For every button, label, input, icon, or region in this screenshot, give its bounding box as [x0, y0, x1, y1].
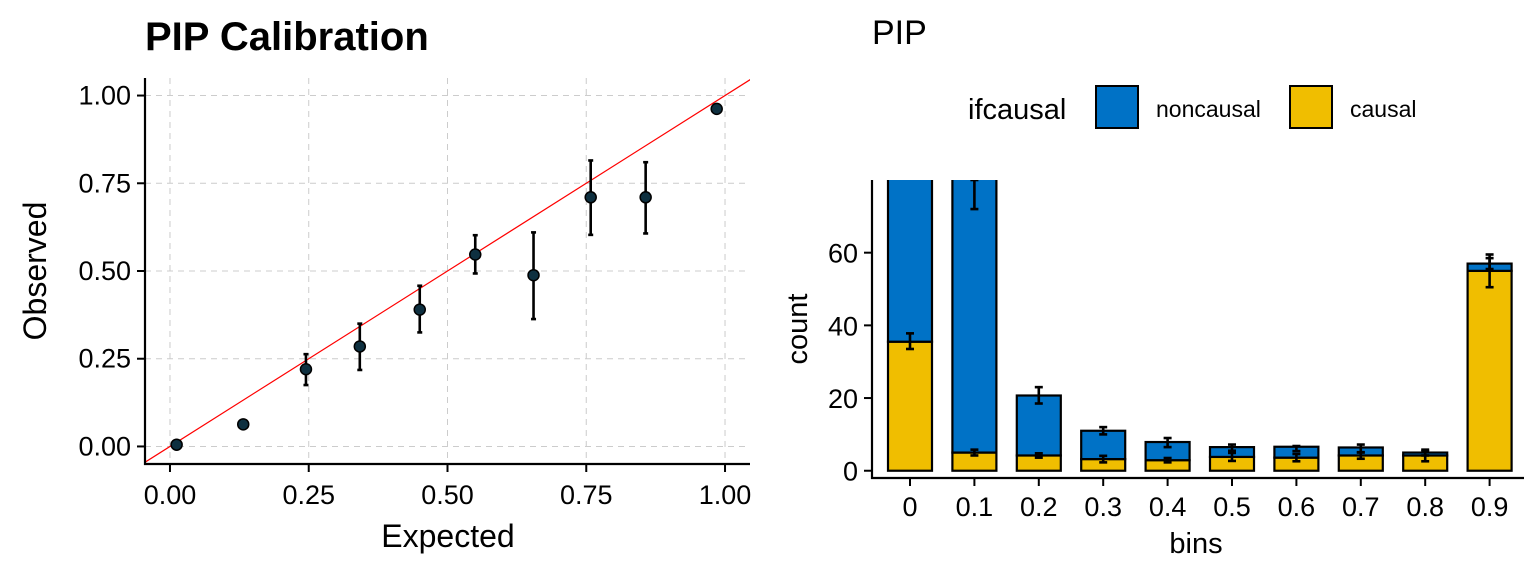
x-tick-label: 0: [902, 492, 917, 522]
y-tick-label: 0.25: [78, 344, 131, 374]
pip-bar-panel: PIP ifcausal noncausal causal 0 0.1 0.2 0.3…: [782, 14, 1524, 560]
x-tick-label: 0.4: [1149, 492, 1187, 522]
x-tick-label: 0.6: [1278, 492, 1316, 522]
data-point: [236, 418, 250, 431]
pip-y-label: count: [782, 294, 814, 365]
data-point: [584, 191, 597, 204]
y-tick-label: 0: [843, 457, 858, 487]
x-tick-label: 0.8: [1406, 492, 1444, 522]
legend-key-causal: [1289, 85, 1333, 129]
x-tick-label: 0.00: [144, 480, 197, 510]
x-tick-label: 1.00: [699, 480, 752, 510]
y-tick-label: 0.00: [78, 431, 131, 461]
x-tick-label: 0.5: [1213, 492, 1251, 522]
bar-causal: [886, 340, 934, 472]
x-tick-label: 0.1: [956, 492, 994, 522]
y-tick-label: 40: [828, 311, 858, 341]
y-tick-label: 0.50: [78, 256, 131, 286]
x-tick-label: 0.2: [1020, 492, 1058, 522]
data-point: [639, 191, 652, 204]
x-tick-label: 0.7: [1342, 492, 1380, 522]
data-point: [469, 248, 482, 261]
calibration-title: PIP Calibration: [145, 15, 429, 59]
data-point: [170, 438, 183, 451]
y-tick-label: 0.75: [78, 168, 131, 198]
legend-label-noncausal: noncausal: [1156, 96, 1261, 122]
pip-title: PIP: [872, 14, 927, 52]
calibration-points: [170, 102, 723, 451]
x-tick-label: 0.9: [1471, 492, 1509, 522]
legend-key-noncausal: [1095, 85, 1139, 129]
data-point: [710, 102, 723, 116]
stacked-bars: [886, 180, 1513, 472]
data-point: [299, 363, 313, 376]
data-point: [527, 268, 540, 282]
calibration-error-bars: [303, 159, 649, 387]
x-tick-label: 0.3: [1084, 492, 1122, 522]
pip-ticks: 0 0.1 0.2 0.3 0.4 0.5 0.6 0.7 0.8 0.9 0 20 40 60: [828, 239, 1508, 522]
bar-noncausal: [951, 180, 998, 454]
data-point: [353, 340, 367, 353]
bar-causal: [1466, 269, 1513, 472]
y-tick-label: 20: [828, 384, 858, 414]
y-tick-label: 60: [828, 239, 858, 269]
calibration-panel: PIP Calibration 0.00 0.25 0.50 0.75 1.000.00…: [17, 15, 751, 554]
calibration-x-label: Expected: [381, 518, 514, 554]
legend: ifcausal noncausal causal: [968, 85, 1416, 129]
reference-line: [146, 79, 750, 463]
legend-label-causal: causal: [1350, 96, 1416, 122]
y-tick-label: 1.00: [78, 81, 131, 111]
x-tick-label: 0.50: [421, 480, 474, 510]
bar-error-bars: [906, 180, 1494, 464]
data-point: [413, 303, 426, 316]
calibration-ticks: 0.00 0.25 0.50 0.75 1.00 0.00 0.25 0.50 0.75 1.00: [78, 81, 751, 510]
pip-x-label: bins: [1169, 528, 1222, 560]
calibration-y-label: Observed: [17, 202, 53, 341]
x-tick-label: 0.25: [282, 480, 335, 510]
x-tick-label: 0.75: [560, 480, 613, 510]
legend-title: ifcausal: [968, 94, 1066, 126]
